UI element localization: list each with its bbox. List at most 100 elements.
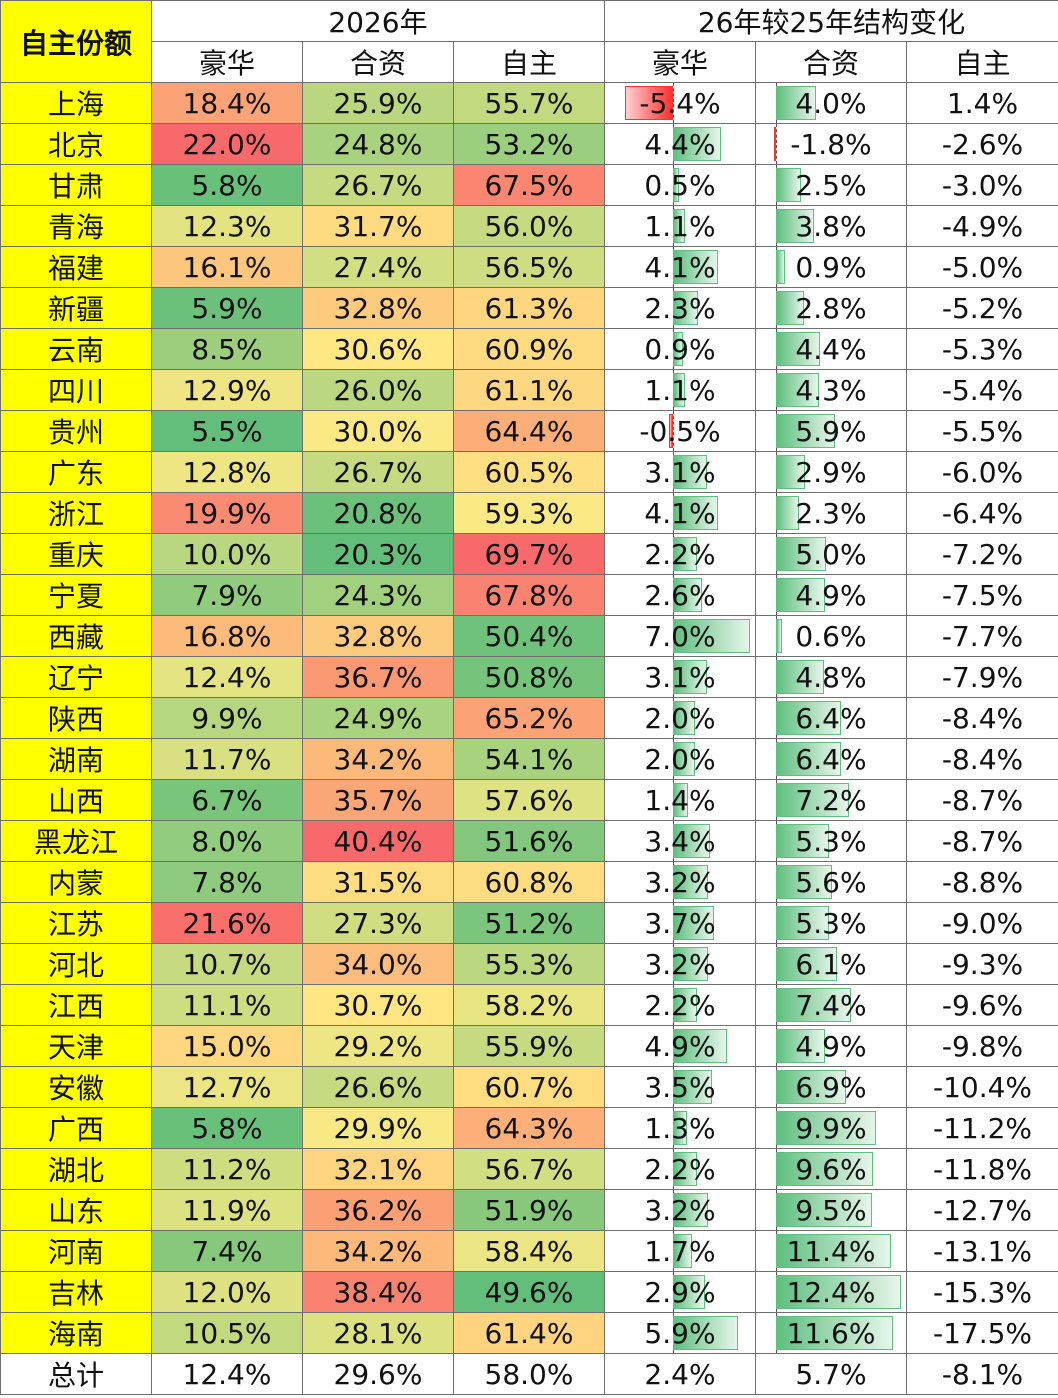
share-own-cell: 58.2% bbox=[453, 984, 605, 1026]
negative-bar bbox=[773, 127, 776, 161]
share-own-cell: 67.5% bbox=[453, 164, 605, 206]
positive-bar bbox=[776, 455, 806, 489]
change-value: 6.4% bbox=[795, 701, 867, 735]
positive-bar bbox=[776, 1193, 872, 1227]
positive-bar bbox=[673, 701, 695, 735]
share-lux-cell: 11.1% bbox=[151, 984, 303, 1026]
change-value: -8.8% bbox=[941, 865, 1024, 899]
change-value: 5.9% bbox=[644, 1316, 716, 1350]
change-value: -1.8% bbox=[790, 127, 872, 161]
table-row: 湖南 11.7% 34.2% 54.1% 2.0% 6.4% -8.4% bbox=[0, 738, 1058, 780]
change-own-cell: -3.0% bbox=[906, 164, 1058, 206]
change-value: 12.4% bbox=[786, 1275, 876, 1309]
table-row: 北京 22.0% 24.8% 53.2% 4.4% -1.8% -2.6% bbox=[0, 123, 1058, 165]
col-header-change-lux: 豪华 bbox=[604, 41, 756, 83]
share-lux-cell: 12.3% bbox=[151, 205, 303, 247]
share-lux-cell: 11.9% bbox=[151, 1189, 303, 1231]
share-own-cell: 51.9% bbox=[453, 1189, 605, 1231]
share-jv-cell: 36.7% bbox=[302, 656, 454, 698]
change-jv-cell: 5.3% bbox=[755, 820, 907, 862]
positive-bar bbox=[776, 619, 783, 653]
change-own-cell: -7.2% bbox=[906, 533, 1058, 575]
change-value: -4.9% bbox=[941, 209, 1024, 243]
change-lux-cell: 0.5% bbox=[604, 164, 756, 206]
province-cell: 广西 bbox=[0, 1107, 152, 1149]
positive-bar bbox=[776, 250, 786, 284]
change-lux-cell: 5.9% bbox=[604, 1312, 756, 1354]
change-value: -11.2% bbox=[932, 1111, 1033, 1145]
positive-bar bbox=[776, 660, 825, 694]
table-row: 辽宁 12.4% 36.7% 50.8% 3.1% 4.8% -7.9% bbox=[0, 656, 1058, 698]
group-header-change: 26年较25年结构变化 bbox=[604, 0, 1058, 42]
share-jv-cell: 24.9% bbox=[302, 697, 454, 739]
change-value: -8.4% bbox=[941, 742, 1024, 776]
change-lux-cell: 0.9% bbox=[604, 328, 756, 370]
change-value: -13.1% bbox=[932, 1234, 1033, 1268]
change-jv-cell: 12.4% bbox=[755, 1271, 907, 1313]
share-lux-cell: 11.2% bbox=[151, 1148, 303, 1190]
share-lux-cell: 5.8% bbox=[151, 164, 303, 206]
share-own-cell: 55.7% bbox=[453, 82, 605, 124]
change-value: 11.6% bbox=[786, 1316, 876, 1350]
share-own-cell: 50.8% bbox=[453, 656, 605, 698]
share-own-cell: 55.9% bbox=[453, 1025, 605, 1067]
change-value: 3.2% bbox=[644, 1193, 716, 1227]
share-lux-cell: 15.0% bbox=[151, 1025, 303, 1067]
change-own-cell: -5.2% bbox=[906, 287, 1058, 329]
positive-bar bbox=[673, 906, 714, 940]
positive-bar bbox=[776, 578, 826, 612]
positive-bar bbox=[776, 865, 833, 899]
table-row: 贵州 5.5% 30.0% 64.4% -0.5% 5.9% -5.5% bbox=[0, 410, 1058, 452]
change-lux-cell: 2.4% bbox=[604, 1353, 756, 1395]
change-lux-cell: -5.4% bbox=[604, 82, 756, 124]
change-value: 2.6% bbox=[644, 578, 716, 612]
province-cell: 安徽 bbox=[0, 1066, 152, 1108]
province-cell: 云南 bbox=[0, 328, 152, 370]
share-own-cell: 64.3% bbox=[453, 1107, 605, 1149]
change-value: -7.9% bbox=[941, 660, 1024, 694]
change-value: -5.2% bbox=[941, 291, 1024, 325]
change-lux-cell: 3.5% bbox=[604, 1066, 756, 1108]
share-lux-cell: 12.4% bbox=[151, 656, 303, 698]
positive-bar bbox=[776, 168, 802, 202]
positive-bar bbox=[776, 373, 820, 407]
share-lux-cell: 12.7% bbox=[151, 1066, 303, 1108]
province-cell: 四川 bbox=[0, 369, 152, 411]
change-value: 2.8% bbox=[795, 291, 867, 325]
change-value: 3.1% bbox=[644, 660, 716, 694]
change-value: 0.6% bbox=[795, 619, 867, 653]
change-value: 7.0% bbox=[644, 619, 716, 653]
share-lux-cell: 7.4% bbox=[151, 1230, 303, 1272]
share-jv-cell: 35.7% bbox=[302, 779, 454, 821]
change-lux-cell: 1.4% bbox=[604, 779, 756, 821]
province-cell: 河南 bbox=[0, 1230, 152, 1272]
share-lux-cell: 12.9% bbox=[151, 369, 303, 411]
change-own-cell: -12.7% bbox=[906, 1189, 1058, 1231]
positive-bar bbox=[776, 742, 841, 776]
change-value: -6.0% bbox=[941, 455, 1024, 489]
share-lux-cell: 5.9% bbox=[151, 287, 303, 329]
positive-bar bbox=[673, 1152, 698, 1186]
share-jv-cell: 29.9% bbox=[302, 1107, 454, 1149]
positive-bar bbox=[673, 1070, 712, 1104]
share-lux-cell: 5.8% bbox=[151, 1107, 303, 1149]
change-value: 2.4% bbox=[644, 1357, 716, 1391]
change-value: 4.9% bbox=[795, 578, 867, 612]
change-own-cell: -11.2% bbox=[906, 1107, 1058, 1149]
change-value: 3.4% bbox=[644, 824, 716, 858]
change-own-cell: -5.3% bbox=[906, 328, 1058, 370]
change-lux-cell: -0.5% bbox=[604, 410, 756, 452]
col-header-own: 自主 bbox=[453, 41, 605, 83]
change-jv-cell: 0.9% bbox=[755, 246, 907, 288]
change-jv-cell: 4.9% bbox=[755, 574, 907, 616]
change-own-cell: -8.4% bbox=[906, 697, 1058, 739]
change-own-cell: 1.4% bbox=[906, 82, 1058, 124]
change-jv-cell: 4.4% bbox=[755, 328, 907, 370]
share-jv-cell: 32.8% bbox=[302, 615, 454, 657]
province-cell: 陕西 bbox=[0, 697, 152, 739]
change-jv-cell: 9.5% bbox=[755, 1189, 907, 1231]
change-lux-cell: 2.2% bbox=[604, 1148, 756, 1190]
share-own-cell: 64.4% bbox=[453, 410, 605, 452]
share-own-cell: 57.6% bbox=[453, 779, 605, 821]
change-lux-cell: 3.2% bbox=[604, 861, 756, 903]
